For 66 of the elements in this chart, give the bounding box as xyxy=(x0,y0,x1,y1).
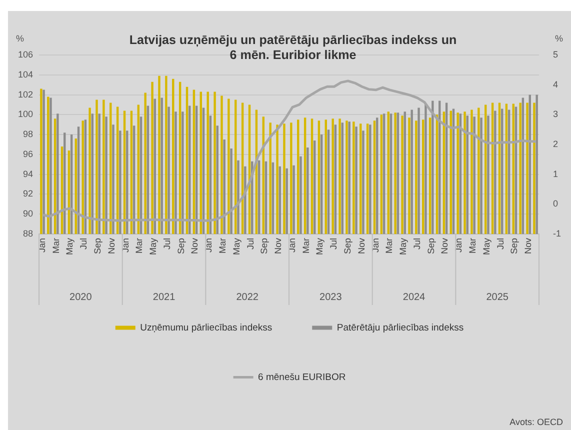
x-tick-label: Sep xyxy=(342,238,353,254)
y-tick-label: 106 xyxy=(18,49,34,60)
x-tick-label: Sep xyxy=(509,238,520,254)
y2-tick-label: 5 xyxy=(553,49,558,60)
x-tick-label: May xyxy=(148,238,158,256)
x-tick-label: May xyxy=(64,238,75,256)
x-tick-label: Mar xyxy=(384,238,394,254)
x-tick-label: May xyxy=(398,238,408,256)
x-tick-label: Jan xyxy=(120,238,130,253)
x-tick-label: May xyxy=(231,238,242,256)
x-tick-label: Jul xyxy=(78,238,89,250)
text: 2024 xyxy=(402,292,426,303)
x-tick-label: Jul xyxy=(328,238,339,250)
x-tick-label: Jan xyxy=(454,238,464,253)
y2-tick-label: -1 xyxy=(553,228,562,238)
x-tick-label: Jan xyxy=(36,238,47,253)
y2-tick-label: 1 xyxy=(553,168,558,179)
legend-label: 6 mēnešu EURIBOR xyxy=(258,372,346,383)
text: 2025 xyxy=(486,292,509,303)
x-tick-label: Jul xyxy=(162,238,172,250)
x-tick-label: Jan xyxy=(204,238,214,253)
y-tick-label: 100 xyxy=(18,109,34,120)
x-tick-label: Nov xyxy=(356,238,366,254)
x-tick-label: May xyxy=(314,238,325,256)
x-tick-label: Nov xyxy=(106,238,116,254)
text: 2022 xyxy=(236,292,259,303)
x-tick-label: Mar xyxy=(134,238,144,254)
x-tick-label: May xyxy=(481,238,492,256)
x-tick-label: Jul xyxy=(412,238,422,250)
y-tick-label: 102 xyxy=(18,89,34,100)
x-tick-label: Mar xyxy=(50,238,61,254)
x-tick-label: Sep xyxy=(176,238,186,254)
x-tick-label: Nov xyxy=(440,238,450,254)
y-axis-title: % xyxy=(16,33,24,44)
legend-label: Patērētāju pārliecības indekss xyxy=(336,322,464,334)
y2-tick-label: 4 xyxy=(553,79,558,90)
x-tick-label: Jan xyxy=(286,238,297,253)
y-tick-label: 88 xyxy=(23,228,34,238)
y2-axis-title: % xyxy=(554,33,564,44)
text: 2020 xyxy=(70,292,92,303)
x-tick-label: Nov xyxy=(273,238,284,254)
x-tick-label: Sep xyxy=(426,238,436,254)
x-tick-label: Jan xyxy=(370,238,380,253)
text: Avots: OECD xyxy=(510,417,563,427)
x-tick-label: Mar xyxy=(300,238,311,254)
x-tick-label: Sep xyxy=(259,238,270,254)
y-tick-label: 94 xyxy=(23,168,34,179)
text: 2023 xyxy=(320,292,342,303)
x-tick-label: Mar xyxy=(468,238,478,254)
x-tick-label: Nov xyxy=(190,238,200,254)
x-tick-label: Sep xyxy=(92,238,103,254)
y2-tick-label: 2 xyxy=(553,138,558,149)
y-tick-label: 90 xyxy=(23,208,34,219)
chart-title: Latvijas uzņēmēju un patērētāju pārliecības indekss un 6 mēn. Euribior likme xyxy=(128,33,458,63)
y-tick-label: 104 xyxy=(18,69,34,80)
y2-tick-label: 3 xyxy=(553,109,558,120)
x-tick-label: Jul xyxy=(245,238,256,250)
x-tick-label: Nov xyxy=(523,238,534,254)
y-tick-label: 96 xyxy=(23,148,34,159)
x-tick-label: Mar xyxy=(218,238,228,254)
legend-label: Uzņēmumu pārliecības indekss xyxy=(140,322,272,334)
x-tick-label: Jul xyxy=(495,238,506,250)
y2-tick-label: 0 xyxy=(553,198,558,209)
text: 2021 xyxy=(152,292,176,303)
y-tick-label: 98 xyxy=(23,129,34,140)
y-tick-label: 92 xyxy=(23,188,34,199)
